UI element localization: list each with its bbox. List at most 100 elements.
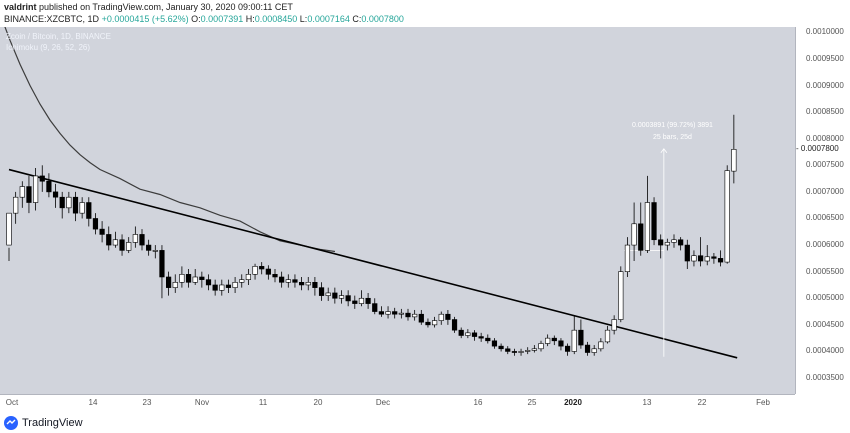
- candle-body: [418, 313, 424, 323]
- candle-body: [598, 341, 604, 350]
- time-tick-label: Nov: [194, 398, 210, 407]
- candle-body: [86, 202, 92, 219]
- price-tick-label: 0.0008000: [806, 133, 844, 143]
- candle-body: [318, 287, 325, 296]
- candle-body: [538, 343, 544, 350]
- time-tick-label: Dec: [375, 398, 391, 407]
- candle-body: [26, 186, 32, 203]
- high-value: 0.0008450: [254, 14, 298, 24]
- candle-body: [558, 340, 564, 347]
- candle-body: [511, 351, 517, 353]
- candle-body: [225, 284, 232, 288]
- candle-body: [591, 348, 597, 353]
- high-label: H:: [245, 14, 255, 24]
- last-price-label: - 0.0007800: [796, 144, 839, 154]
- price-tick-label: 0.0004000: [806, 346, 844, 356]
- time-tick-label: 13: [642, 398, 652, 407]
- candle-body: [378, 311, 385, 315]
- price-tick-label: 0.0009500: [806, 53, 844, 63]
- candle-body: [298, 282, 305, 286]
- candle-body: [584, 344, 591, 353]
- candle-body: [431, 320, 438, 326]
- candle-body: [644, 202, 650, 251]
- chart-plot-area[interactable]: Zcoin / Bitcoin, 1D, BINANCE Ichimoku (9…: [0, 27, 795, 394]
- candle-body: [717, 258, 724, 263]
- candle-body: [658, 239, 664, 246]
- time-tick-label: 2020: [564, 398, 582, 407]
- candle-body: [445, 313, 451, 320]
- candle-body: [99, 228, 105, 235]
- candle-body: [571, 329, 577, 352]
- candle-body: [704, 256, 710, 262]
- candle-body: [285, 279, 291, 283]
- time-tick-label: 23: [142, 398, 152, 407]
- price-tick-label: 0.0008500: [806, 107, 844, 117]
- time-tick-label: Feb: [756, 398, 770, 407]
- candle-body: [578, 329, 584, 346]
- chart-legend: Zcoin / Bitcoin, 1D, BINANCE Ichimoku (9…: [6, 31, 111, 53]
- legend-title: Zcoin / Bitcoin, 1D, BINANCE: [6, 32, 111, 41]
- candle-body: [412, 313, 418, 318]
- moving-average-line: [4, 27, 336, 253]
- candle-body: [46, 180, 52, 193]
- candle-body: [697, 255, 704, 262]
- candle-body: [92, 218, 99, 230]
- chart-header: valdrint published on TradingView.com, J…: [0, 0, 850, 27]
- price-tick-label: 0.0003500: [806, 373, 844, 383]
- price-axis[interactable]: 0.0010000 0.0009500 0.0009000 0.0008500 0.00…: [795, 27, 850, 394]
- time-tick-label: 11: [258, 398, 268, 407]
- candle-body: [365, 297, 371, 304]
- candle-body: [352, 300, 358, 304]
- candle-body: [631, 223, 637, 246]
- price-tick-label: 0.0006500: [806, 213, 844, 223]
- symbol-label: BINANCE:XZCBTC: [4, 14, 83, 24]
- candle-body: [345, 295, 351, 302]
- candle-body: [212, 284, 218, 291]
- brand-label: TradingView: [22, 417, 83, 429]
- price-tick-label: 0.0007000: [806, 186, 844, 196]
- candle-body: [392, 311, 398, 315]
- candle-body: [711, 256, 717, 259]
- candle-body: [458, 329, 464, 336]
- candle-body: [678, 239, 684, 246]
- candle-body: [172, 282, 178, 288]
- price-tick-label: 0.0010000: [806, 27, 844, 37]
- candle-body: [731, 149, 737, 172]
- candle-body: [272, 274, 278, 278]
- price-chart[interactable]: [0, 27, 795, 394]
- low-value: 0.0007164: [307, 14, 350, 24]
- change-value: +0.0000415 (+5.62%): [101, 14, 189, 24]
- candle-body: [651, 202, 657, 241]
- tradingview-logo[interactable]: TradingView: [4, 416, 83, 430]
- candle-body: [126, 242, 132, 251]
- candle-body: [671, 239, 677, 243]
- publish-info: valdrint published on TradingView.com, J…: [4, 2, 293, 12]
- candle-body: [478, 336, 484, 339]
- candle-body: [338, 295, 345, 299]
- candle-body: [119, 239, 125, 251]
- candle-body: [525, 350, 531, 352]
- time-tick-label: 20: [313, 398, 323, 407]
- time-axis[interactable]: Oct 14 23 Nov 11 20 Dec 16 25 2020 13 22 Feb: [0, 394, 795, 413]
- candle-body: [551, 337, 557, 342]
- candle-body: [232, 282, 238, 288]
- candle-body: [438, 313, 444, 321]
- candle-body: [465, 332, 471, 336]
- candle-body: [724, 170, 730, 263]
- candle-body: [471, 332, 478, 337]
- candle-body: [485, 337, 491, 342]
- candle-body: [72, 196, 79, 214]
- candle-body: [39, 175, 45, 182]
- footer-bar: TradingView: [0, 412, 850, 433]
- time-tick-label: 14: [88, 398, 98, 407]
- ohlc-line: BINANCE:XZCBTC, 1D +0.0000415 (+5.62%) O…: [4, 14, 404, 24]
- candle-body: [405, 312, 411, 318]
- legend-indicator[interactable]: Ichimoku (9, 26, 52, 26): [6, 43, 91, 52]
- price-tick-label: 0.0005500: [806, 266, 844, 276]
- time-tick-label: 22: [697, 398, 707, 407]
- candle-body: [498, 345, 504, 350]
- candle-body: [312, 282, 318, 288]
- candle-body: [252, 266, 258, 275]
- price-tick-label: 0.0009000: [806, 80, 844, 90]
- author-name[interactable]: valdrint: [4, 2, 37, 12]
